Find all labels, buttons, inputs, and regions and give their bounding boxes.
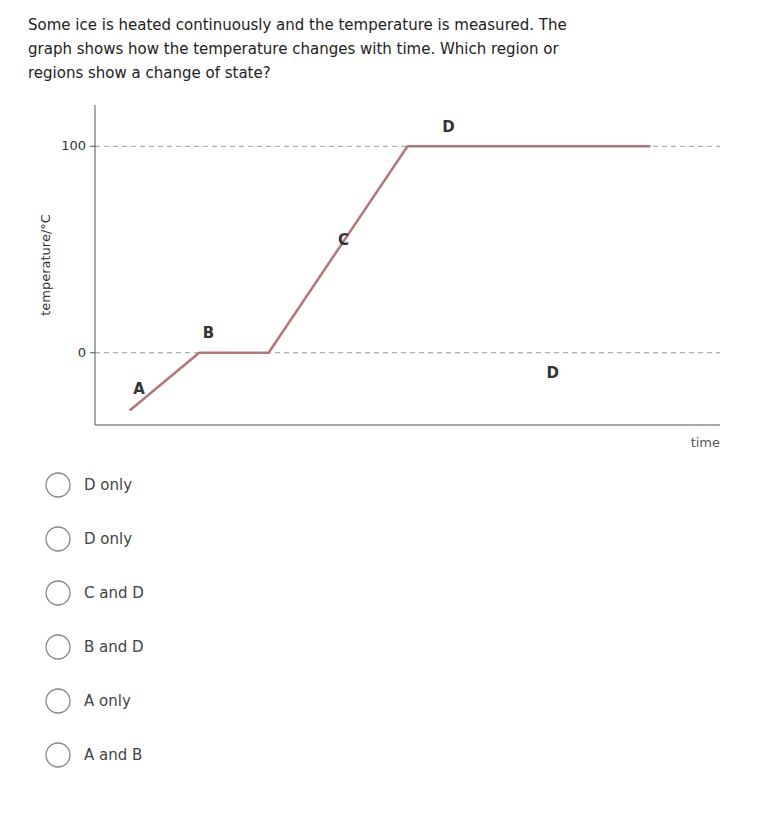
options: D only D only C and D B and D A only A and B (46, 473, 144, 767)
x-axis-label: time (691, 435, 720, 450)
y-tick-label: 0 (78, 345, 86, 360)
option-text: D only (84, 530, 132, 548)
radio-circle (46, 635, 70, 659)
title-line: Some ice is heated continuously and the … (28, 16, 567, 34)
y-tick (90, 352, 95, 353)
y-tick-label: 100 (61, 138, 86, 153)
plot-data (130, 146, 651, 410)
option-text: A only (84, 692, 131, 710)
region-label: B (203, 324, 214, 342)
y-ticks: 0 100 (61, 138, 95, 359)
y-axis-label: temperature/°C (38, 214, 53, 316)
title-line: graph shows how the temperature changes … (28, 40, 559, 58)
radio-circle (46, 473, 70, 497)
temperature-line (130, 146, 651, 410)
option-text: A and B (84, 746, 142, 764)
option-text: C and D (84, 584, 144, 602)
option-text: B and D (84, 638, 144, 656)
annotations: A B C D D (133, 118, 559, 398)
y-tick (90, 146, 95, 147)
grid-line (95, 352, 720, 353)
chart: Some ice is heated continuously and the … (0, 0, 773, 826)
x-axis-line (95, 425, 720, 426)
region-label: D (546, 364, 558, 382)
title: Some ice is heated continuously and the … (28, 16, 567, 82)
radio-circle (46, 689, 70, 713)
region-label: A (133, 380, 145, 398)
title-line: regions show a change of state? (28, 64, 271, 82)
region-label: D (442, 118, 454, 136)
option-text: D only (84, 476, 132, 494)
y-axis-line (95, 105, 96, 425)
radio-circle (46, 743, 70, 767)
radio-circle (46, 527, 70, 551)
region-label: C (338, 231, 349, 249)
radio-circle (46, 581, 70, 605)
grid (95, 146, 720, 352)
